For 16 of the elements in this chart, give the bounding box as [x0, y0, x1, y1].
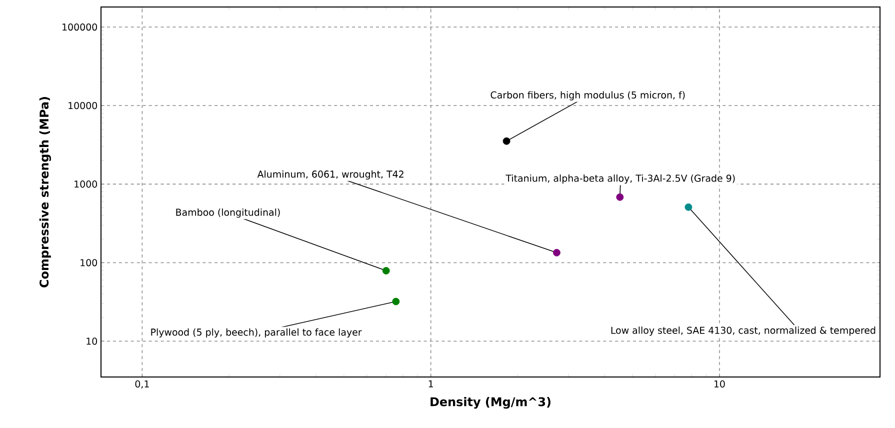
annotation: Carbon fibers, high modulus (5 micron, f) [490, 91, 685, 100]
x-tick-label: 1 [428, 380, 433, 388]
y-tick-label: 10 [86, 338, 98, 345]
y-tick-label: 100 [80, 259, 98, 266]
y-axis-title: Compressive strength (MPa) [39, 97, 51, 288]
annotation: Aluminum, 6061, wrought, T42 [257, 170, 404, 180]
x-tick-label: 0,1 [135, 380, 149, 388]
x-axis-title: Density (Mg/m^3) [430, 396, 550, 409]
annotation: Low alloy steel, SAE 4130, cast, normalized & tempered [611, 326, 876, 336]
y-tick-label: 1000 [74, 180, 98, 188]
y-tick-label: 100000 [62, 23, 97, 31]
annotation: Titanium, alpha-beta alloy, Ti-3Al-2.5V (Grade 9) [506, 174, 735, 184]
annotation: Plywood (5 ply, beech), parallel to face layer [151, 328, 362, 338]
x-tick-label: 10 [714, 380, 725, 388]
y-tick-label: 10000 [68, 102, 97, 110]
annotation: Bamboo (longitudinal) [176, 208, 280, 218]
